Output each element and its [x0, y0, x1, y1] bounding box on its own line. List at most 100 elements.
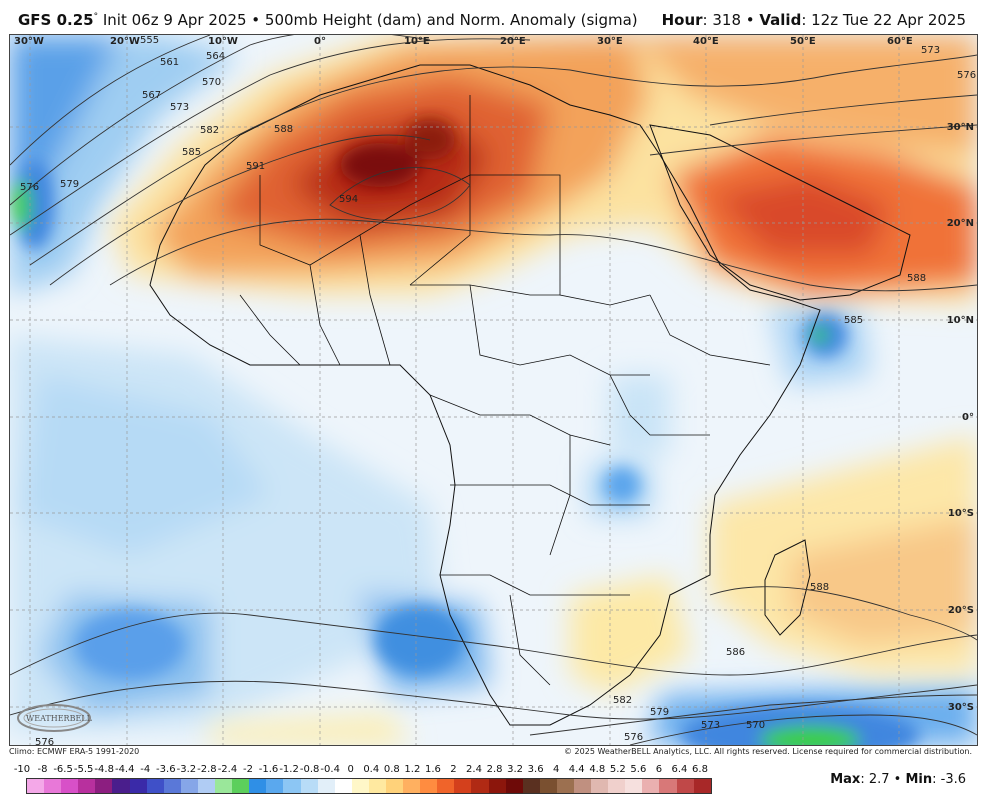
colorbar-label: 2.4	[466, 764, 482, 775]
colorbar-swatch	[693, 779, 711, 793]
contour-label: 567	[142, 90, 161, 101]
colorbar-swatch	[420, 779, 438, 793]
lat-label: 10°S	[948, 508, 974, 519]
cold-cores	[13, 160, 920, 745]
hour-label: Hour	[661, 11, 703, 29]
colorbar-label: 3.2	[507, 764, 524, 775]
degree-symbol: °	[93, 12, 99, 22]
contour-label: 564	[206, 51, 225, 62]
init-description: Init 06z 9 Apr 2025 • 500mb Height (dam)…	[98, 11, 638, 29]
colorbar-swatch	[403, 779, 421, 793]
weatherbell-logo: WEATHERBELL	[14, 698, 100, 734]
lon-label: 60°E	[887, 36, 913, 47]
contour-label-group: 555 561 564 567 570 573 576 579 582 585 …	[20, 35, 976, 745]
max-value: : 2.7 •	[860, 772, 906, 787]
latitude-labels: 30°N 20°N 10°N 0° 10°S 20°S 30°S	[947, 122, 974, 713]
colorbar-label: 4	[552, 764, 560, 775]
colorbar-swatch	[95, 779, 113, 793]
lon-label: 30°W	[14, 36, 44, 47]
lon-label: 10°E	[404, 36, 430, 47]
map-title: GFS 0.25° Init 06z 9 Apr 2025 • 500mb He…	[18, 11, 638, 29]
colorbar-label: -2.4	[217, 764, 238, 775]
colorbar-swatch	[676, 779, 694, 793]
colorbar-swatch	[215, 779, 233, 793]
height-contours	[10, 35, 977, 745]
colorbar-label: 6.8	[692, 764, 708, 775]
colorbar-swatch	[180, 779, 198, 793]
colorbar-label: 6	[655, 764, 663, 775]
colorbar-label: -2	[243, 764, 253, 775]
colorbar-swatch	[249, 779, 267, 793]
colorbar-swatch	[197, 779, 216, 793]
anomaly-map[interactable]: 555 561 564 567 570 573 576 579 582 585 …	[10, 35, 977, 745]
lon-label: 20°W	[110, 36, 140, 47]
colorbar-label: 1.6	[424, 764, 441, 775]
map-panel[interactable]: 555 561 564 567 570 573 576 579 582 585 …	[9, 34, 978, 746]
max-label: Max	[830, 772, 861, 787]
model-name: GFS 0.25	[18, 11, 94, 29]
contour-label: 576	[35, 737, 54, 745]
max-min-stats: Max: 2.7 • Min: -3.6	[830, 772, 966, 787]
contour-label: 555	[140, 35, 159, 46]
colorbar-swatch	[163, 779, 181, 793]
lon-label: 30°E	[597, 36, 623, 47]
contour-label: 579	[60, 179, 79, 190]
contour-label: 591	[246, 161, 265, 172]
colorbar-label: -0.4	[320, 764, 340, 775]
colorbar-swatch	[574, 779, 592, 793]
contour-label: 582	[613, 695, 632, 706]
colorbar-label: 0.8	[383, 764, 400, 775]
lat-label: 0°	[962, 412, 974, 423]
colorbar-labels: -10 -8 -6.5 -5.5 -4.8 -4.4 -4 -3.6 -3.2 -2.8 -2.4-…	[10, 764, 710, 778]
contour-label: 588	[274, 124, 293, 135]
contour-label: 594	[339, 194, 358, 205]
logo-icon: WEATHERBELL	[17, 704, 93, 732]
valid-time: Hour: 318 • Valid: 12z Tue 22 Apr 2025	[662, 11, 966, 29]
colorbar-swatch	[61, 779, 79, 793]
colorbar-label: 1.2	[404, 764, 421, 775]
lon-label: 10°W	[208, 36, 238, 47]
lat-label: 30°N	[947, 122, 974, 133]
copyright-note: © 2025 WeatherBELL Analytics, LLC. All r…	[564, 747, 972, 756]
contour-label: 573	[170, 102, 189, 113]
colorbar-label: 6.4	[671, 764, 688, 775]
colorbar-swatch	[437, 779, 455, 793]
valid-value: : 12z Tue 22 Apr 2025	[801, 11, 966, 29]
graticule	[10, 35, 977, 745]
hour-value: : 318 •	[702, 11, 760, 29]
contour-label: 585	[844, 315, 863, 326]
lat-label: 20°N	[947, 218, 974, 229]
colorbar-label: 2.8	[486, 764, 503, 775]
colorbar-swatch	[522, 779, 540, 793]
africa-coast	[149, 64, 821, 726]
colorbar-swatch	[488, 779, 506, 793]
colorbar-label: 0.4	[363, 764, 380, 775]
colorbar: -10 -8 -6.5 -5.5 -4.8 -4.4 -4 -3.6 -3.2 -2.8 -2.4-…	[10, 764, 712, 804]
colorbar-swatch	[659, 779, 677, 793]
colorbar-label: -6.5	[53, 764, 73, 775]
contour-label: 588	[907, 273, 926, 284]
colorbar-label: 4.4	[568, 764, 585, 775]
lon-label: 20°E	[500, 36, 526, 47]
colorbar-label: 5.6	[630, 764, 647, 775]
colorbar-swatch	[642, 779, 660, 793]
colorbar-label: -4	[140, 764, 151, 775]
colorbar-label: -5.5	[73, 764, 94, 775]
contour-label: 579	[650, 707, 669, 718]
contour-label: 585	[182, 147, 201, 158]
colorbar-label: -3.2	[176, 764, 197, 775]
colorbar-label: -1.6	[258, 764, 279, 775]
colorbar-swatch	[27, 779, 45, 793]
coastlines	[149, 64, 911, 726]
contour-label: 570	[746, 720, 765, 731]
lat-label: 30°S	[948, 702, 974, 713]
lat-label: 20°S	[948, 605, 974, 616]
colorbar-label: -1.2	[279, 764, 299, 775]
colorbar-swatch	[454, 779, 472, 793]
min-value: : -3.6	[932, 772, 966, 787]
contour-label: 576	[957, 70, 976, 81]
colorbar-swatch	[44, 779, 62, 793]
colorbar-swatch	[283, 779, 301, 793]
colorbar-swatch	[351, 779, 369, 793]
colorbar-swatch	[556, 779, 574, 793]
